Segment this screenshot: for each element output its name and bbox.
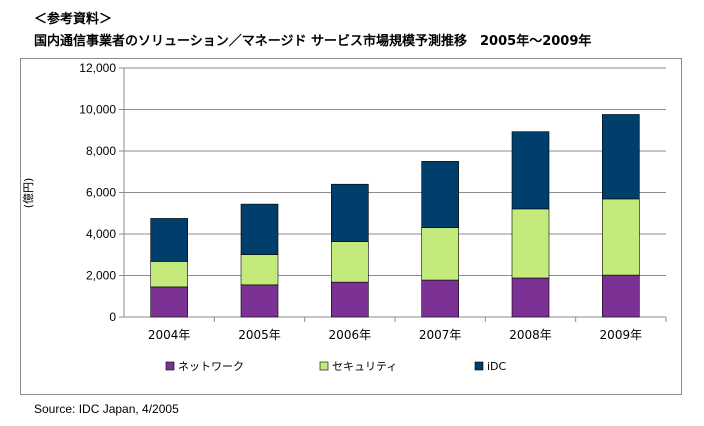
bar-segment — [331, 281, 369, 318]
bar-segment — [421, 227, 459, 281]
y-tick-label: 12,000 — [79, 61, 116, 75]
legend-swatch — [165, 361, 175, 371]
legend-swatch — [319, 361, 329, 371]
bar-segment — [150, 261, 188, 288]
bar-segment — [602, 274, 640, 318]
x-tick-label: 2006年 — [329, 328, 372, 342]
y-tick-label: 0 — [109, 310, 116, 324]
x-tick-label: 2008年 — [509, 328, 552, 342]
bar-segment — [421, 279, 459, 318]
y-tick-label: 8,000 — [86, 144, 116, 158]
bar-segment — [240, 284, 279, 318]
y-axis-label: (億円) — [22, 178, 35, 209]
bar-segment — [150, 286, 188, 318]
source-note: Source: IDC Japan, 4/2005 — [34, 402, 179, 416]
x-tick-label: 2005年 — [238, 328, 281, 342]
y-tick-label: 4,000 — [86, 227, 116, 241]
bar-segment — [150, 218, 188, 262]
bar-segment — [421, 161, 459, 228]
reference-heading: ＜参考資料＞ — [34, 12, 113, 27]
bar-segment — [602, 198, 640, 276]
x-tick-label: 2004年 — [148, 328, 191, 342]
bar-segment — [240, 254, 279, 286]
bar-segment — [331, 183, 369, 242]
bar-segment — [602, 114, 640, 200]
y-tick-label: 6,000 — [86, 186, 116, 200]
bar-segment — [511, 277, 550, 318]
x-tick-label: 2009年 — [600, 328, 643, 342]
legend-label: セキュリティ — [332, 360, 397, 373]
chart-subtitle: 国内通信事業者のソリューション／マネージド サービス市場規模予測推移 2005年… — [34, 34, 592, 49]
y-tick-label: 2,000 — [86, 269, 116, 283]
legend-swatch — [474, 361, 484, 371]
bar-segment — [511, 208, 550, 279]
bar-segment — [331, 241, 369, 283]
legend-label: iDC — [487, 360, 507, 373]
chart-frame — [20, 58, 682, 395]
y-tick-label: 10,000 — [79, 103, 116, 117]
legend-label: ネットワーク — [178, 360, 244, 373]
bar-segment — [511, 131, 550, 210]
x-tick-label: 2007年 — [419, 328, 462, 342]
bar-segment — [240, 203, 279, 255]
